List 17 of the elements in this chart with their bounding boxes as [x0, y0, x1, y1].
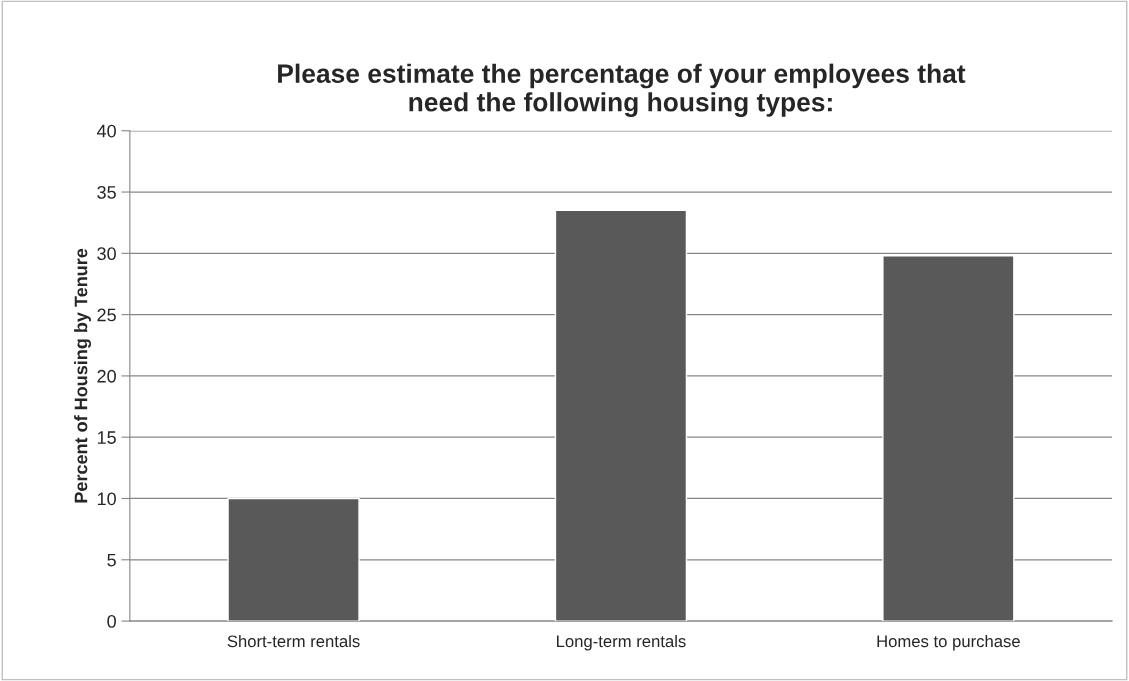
y-tick-label: 30 — [97, 247, 116, 261]
bar — [227, 497, 360, 622]
y-tick-label: 10 — [97, 492, 116, 506]
y-tick-label: 20 — [97, 369, 116, 383]
chart-title: Please estimate the percentage of your employees that need the following housing types: — [278, 63, 966, 117]
y-tick-label: 0 — [107, 615, 116, 628]
x-tick-label: Homes to purchase — [877, 634, 1020, 651]
x-tick-label: Long-term rentals — [557, 634, 686, 651]
y-tick-label: 40 — [96, 124, 116, 138]
y-axis-title: Percent of Housing by Tenure — [74, 248, 91, 503]
y-tick-label: 5 — [107, 553, 116, 567]
x-tick-label: Short-term rentals — [227, 634, 360, 648]
y-tick-label: 35 — [97, 185, 116, 199]
bar — [554, 209, 688, 622]
y-tick-label: 25 — [97, 308, 116, 322]
bar — [882, 255, 1015, 622]
y-tick-label: 15 — [97, 431, 116, 444]
